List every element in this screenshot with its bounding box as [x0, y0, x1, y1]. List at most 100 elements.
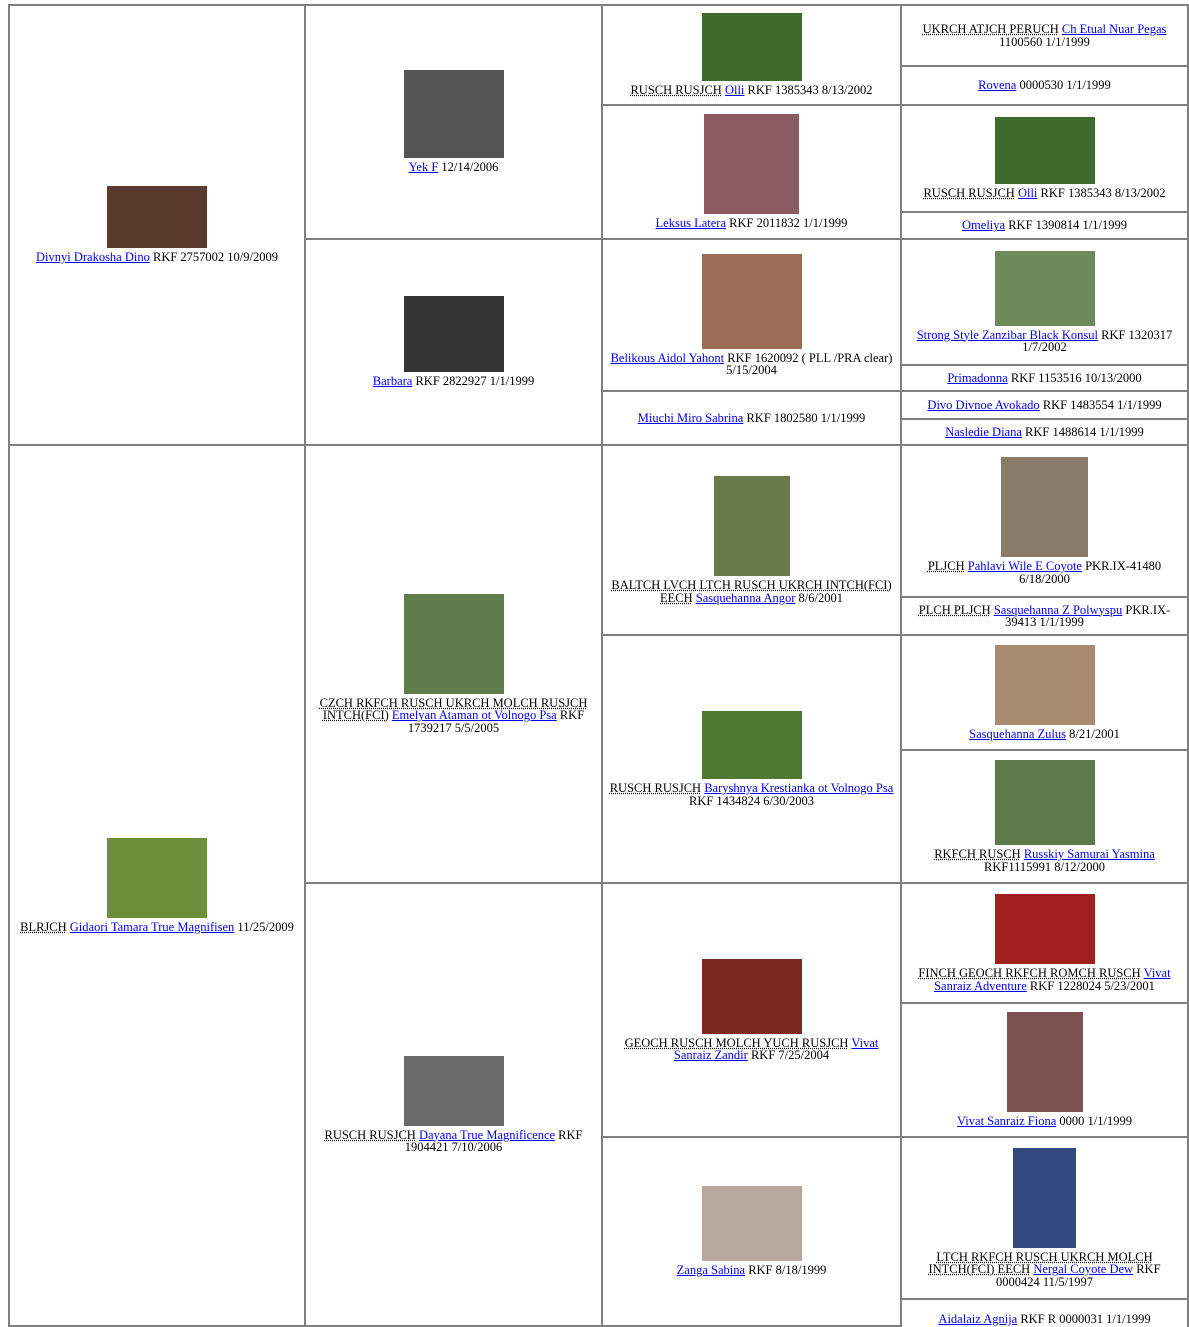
- dog-entry: Rovena 0000530 1/1/1999: [978, 79, 1111, 92]
- dog-entry: Belikous Aidol Yahont RKF 1620092 ( PLL …: [607, 350, 896, 377]
- dog-details: RKF 1483554 1/1/1999: [1042, 397, 1162, 412]
- pedigree-cell: Omeliya RKF 1390814 1/1/1999: [902, 213, 1189, 240]
- dog-details: RKF 1153516 10/13/2000: [1010, 370, 1142, 385]
- dog-photo: [701, 711, 802, 779]
- dog-entry: Divnyi Drakosha Dino RKF 2757002 10/9/20…: [36, 251, 278, 264]
- dog-name-link[interactable]: Gidaori Tamara True Magnifisen: [69, 919, 235, 934]
- dog-name-link[interactable]: Nergal Coyote Dew: [1033, 1262, 1134, 1277]
- dog-photo: [1006, 1012, 1083, 1113]
- pedigree-cell: RUSCH RUSJCH Baryshnya Krestianka ot Vol…: [603, 636, 902, 884]
- dog-name-link[interactable]: Primadonna: [947, 370, 1008, 385]
- pedigree-cell: GEOCH RUSCH MOLCH YUCH RUSJCH Vivat Sanr…: [603, 884, 902, 1138]
- dog-details: 11/25/2009: [237, 919, 294, 934]
- dog-name-link[interactable]: Olli: [724, 83, 745, 98]
- pedigree-cell: Barbara RKF 2822927 1/1/1999: [306, 240, 603, 446]
- dog-entry: Divo Divnoe Avokado RKF 1483554 1/1/1999: [927, 399, 1161, 412]
- dog-details: RKF 2011832 1/1/1999: [729, 216, 848, 231]
- pedigree-cell: RUSCH RUSJCH Olli RKF 1385343 8/13/2002: [902, 106, 1189, 213]
- dog-details: RKF 1802580 1/1/1999: [746, 410, 866, 425]
- dog-name-link[interactable]: Vivat Sanraiz Zandir: [673, 1035, 879, 1062]
- pedigree-cell: Miuchi Miro Sabrina RKF 1802580 1/1/1999: [603, 392, 902, 446]
- dog-details: 12/14/2006: [441, 160, 499, 175]
- dog-details: PKR.IX-41480 6/18/2000: [1019, 559, 1162, 586]
- dog-name-link[interactable]: Strong Style Zanzibar Black Konsul: [916, 327, 1098, 342]
- dog-entry: RUSCH RUSJCH Olli RKF 1385343 8/13/2002: [923, 187, 1165, 200]
- dog-name-link[interactable]: Barbara: [372, 374, 413, 389]
- dog-photo: [704, 114, 799, 215]
- dog-titles: CZCH RKFCH RUSCH UKRCH MOLCH RUSJCH INTC…: [319, 695, 588, 723]
- pedigree-cell: Leksus Latera RKF 2011832 1/1/1999: [603, 106, 902, 240]
- dog-name-link[interactable]: Dayana True Magnificence: [418, 1127, 556, 1142]
- dog-name-link[interactable]: Olli: [1017, 186, 1038, 201]
- dog-name-link[interactable]: Pahlavi Wile E Coyote: [967, 559, 1082, 573]
- dog-name-link[interactable]: Sasquehanna Z Polwyspu: [993, 602, 1123, 617]
- dog-details: RKF 1904421 7/10/2006: [404, 1127, 583, 1154]
- dog-details: RKF 8/18/1999: [748, 1263, 827, 1278]
- dog-name-link[interactable]: Vivat Sanraiz Fiona: [957, 1114, 1057, 1129]
- dog-details: RKF 0000424 11/5/1997: [995, 1262, 1161, 1289]
- dog-details: RKF R 0000031 1/1/1999: [1020, 1311, 1151, 1326]
- dog-name-link[interactable]: Rovena: [978, 78, 1017, 93]
- dog-titles: BLRJCH: [20, 919, 67, 934]
- dog-details: RKF 1390814 1/1/1999: [1008, 218, 1127, 233]
- dog-entry: Aidalaiz Agnija RKF R 0000031 1/1/1999: [938, 1313, 1150, 1326]
- dog-entry: Vivat Sanraiz Fiona 0000 1/1/1999: [957, 1115, 1132, 1128]
- pedigree-cell: RUSCH RUSJCH Dayana True Magnificence RK…: [306, 884, 603, 1327]
- dog-name-link[interactable]: Sasquehanna Zulus: [969, 726, 1067, 741]
- dog-photo: [1001, 457, 1088, 557]
- dog-name-link[interactable]: Nasledie Diana: [945, 424, 1022, 439]
- dog-entry: RKFCH RUSCH Russkiy Samurai Yasmina RKF1…: [906, 848, 1183, 873]
- dog-name-link[interactable]: Omeliya: [962, 218, 1006, 233]
- dog-details: 1100560 1/1/1999: [999, 34, 1090, 49]
- dog-name-link[interactable]: Russkiy Samurai Yasmina: [1023, 847, 1155, 861]
- dog-details: RKF 1385343 8/13/2002: [1040, 186, 1166, 201]
- dog-titles: RUSCH RUSJCH: [324, 1127, 416, 1142]
- dog-details: RKF 1739217 5/5/2005: [407, 708, 585, 735]
- dog-name-link[interactable]: Aidalaiz Agnija: [938, 1311, 1018, 1326]
- dog-name-link[interactable]: Yek F: [408, 160, 439, 175]
- dog-name-link[interactable]: Divo Divnoe Avokado: [927, 397, 1040, 412]
- dog-entry: FINCH GEOCH RKFCH ROMCH RUSCH Vivat Sanr…: [906, 967, 1183, 992]
- dog-photo: [403, 593, 504, 694]
- dog-name-link[interactable]: Emelyan Ataman ot Volnogo Psa: [391, 708, 557, 723]
- dog-name-link[interactable]: Baryshnya Krestianka ot Volnogo Psa: [704, 781, 894, 795]
- dog-name-link[interactable]: Sasquehanna Angor: [695, 590, 796, 605]
- pedigree-cell: Divnyi Drakosha Dino RKF 2757002 10/9/20…: [8, 4, 306, 446]
- pedigree-cell: RKFCH RUSCH Russkiy Samurai Yasmina RKF1…: [902, 751, 1189, 884]
- dog-photo: [403, 296, 504, 373]
- dog-entry: LTCH RKFCH RUSCH UKRCH MOLCH INTCH(FCI) …: [906, 1251, 1183, 1289]
- dog-name-link[interactable]: Ch Etual Nuar Pegas: [1061, 22, 1167, 36]
- dog-details: RKF 1228024 5/23/2001: [1029, 978, 1155, 993]
- dog-name-link[interactable]: Miuchi Miro Sabrina: [637, 410, 744, 425]
- dog-photo: [994, 250, 1095, 326]
- dog-entry: PLCH PLJCH Sasquehanna Z Polwyspu PKR.IX…: [906, 602, 1183, 629]
- dog-entry: Miuchi Miro Sabrina RKF 1802580 1/1/1999: [638, 412, 865, 425]
- dog-entry: Zanga Sabina RKF 8/18/1999: [677, 1264, 827, 1277]
- dog-details: 8/6/2001: [798, 590, 843, 605]
- dog-titles: FINCH GEOCH RKFCH ROMCH RUSCH: [918, 966, 1141, 980]
- dog-titles: BALTCH LVCH LTCH RUSCH UKRCH INTCH(FCI) …: [611, 578, 892, 605]
- dog-name-link[interactable]: Belikous Aidol Yahont: [610, 350, 725, 365]
- pedigree-cell: Nasledie Diana RKF 1488614 1/1/1999: [902, 420, 1189, 446]
- pedigree-cell: Primadonna RKF 1153516 10/13/2000: [902, 366, 1189, 392]
- dog-details: RKF1115991 8/12/2000: [984, 859, 1105, 874]
- dog-details: 8/21/2001: [1069, 726, 1120, 741]
- dog-titles: RUSCH RUSJCH: [609, 781, 702, 795]
- dog-photo: [994, 760, 1095, 845]
- pedigree-cell: Divo Divnoe Avokado RKF 1483554 1/1/1999: [902, 392, 1189, 420]
- pedigree-cell: Belikous Aidol Yahont RKF 1620092 ( PLL …: [603, 240, 902, 392]
- dog-entry: Barbara RKF 2822927 1/1/1999: [373, 375, 534, 388]
- dog-entry: Primadonna RKF 1153516 10/13/2000: [947, 372, 1141, 385]
- dog-name-link[interactable]: Leksus Latera: [655, 216, 726, 231]
- dog-titles: GEOCH RUSCH MOLCH YUCH RUSJCH: [624, 1035, 849, 1050]
- dog-details: RKF 1434824 6/30/2003: [688, 793, 814, 808]
- dog-name-link[interactable]: Vivat Sanraiz Adventure: [934, 966, 1171, 993]
- dog-entry: GEOCH RUSCH MOLCH YUCH RUSJCH Vivat Sanr…: [607, 1035, 896, 1062]
- dog-name-link[interactable]: Divnyi Drakosha Dino: [35, 250, 150, 265]
- dog-name-link[interactable]: Zanga Sabina: [676, 1263, 746, 1278]
- pedigree-cell: Yek F 12/14/2006: [306, 4, 603, 240]
- pedigree-cell: BLRJCH Gidaori Tamara True Magnifisen 11…: [8, 446, 306, 1327]
- dog-titles: PLCH PLJCH: [918, 602, 991, 617]
- dog-photo: [403, 70, 504, 159]
